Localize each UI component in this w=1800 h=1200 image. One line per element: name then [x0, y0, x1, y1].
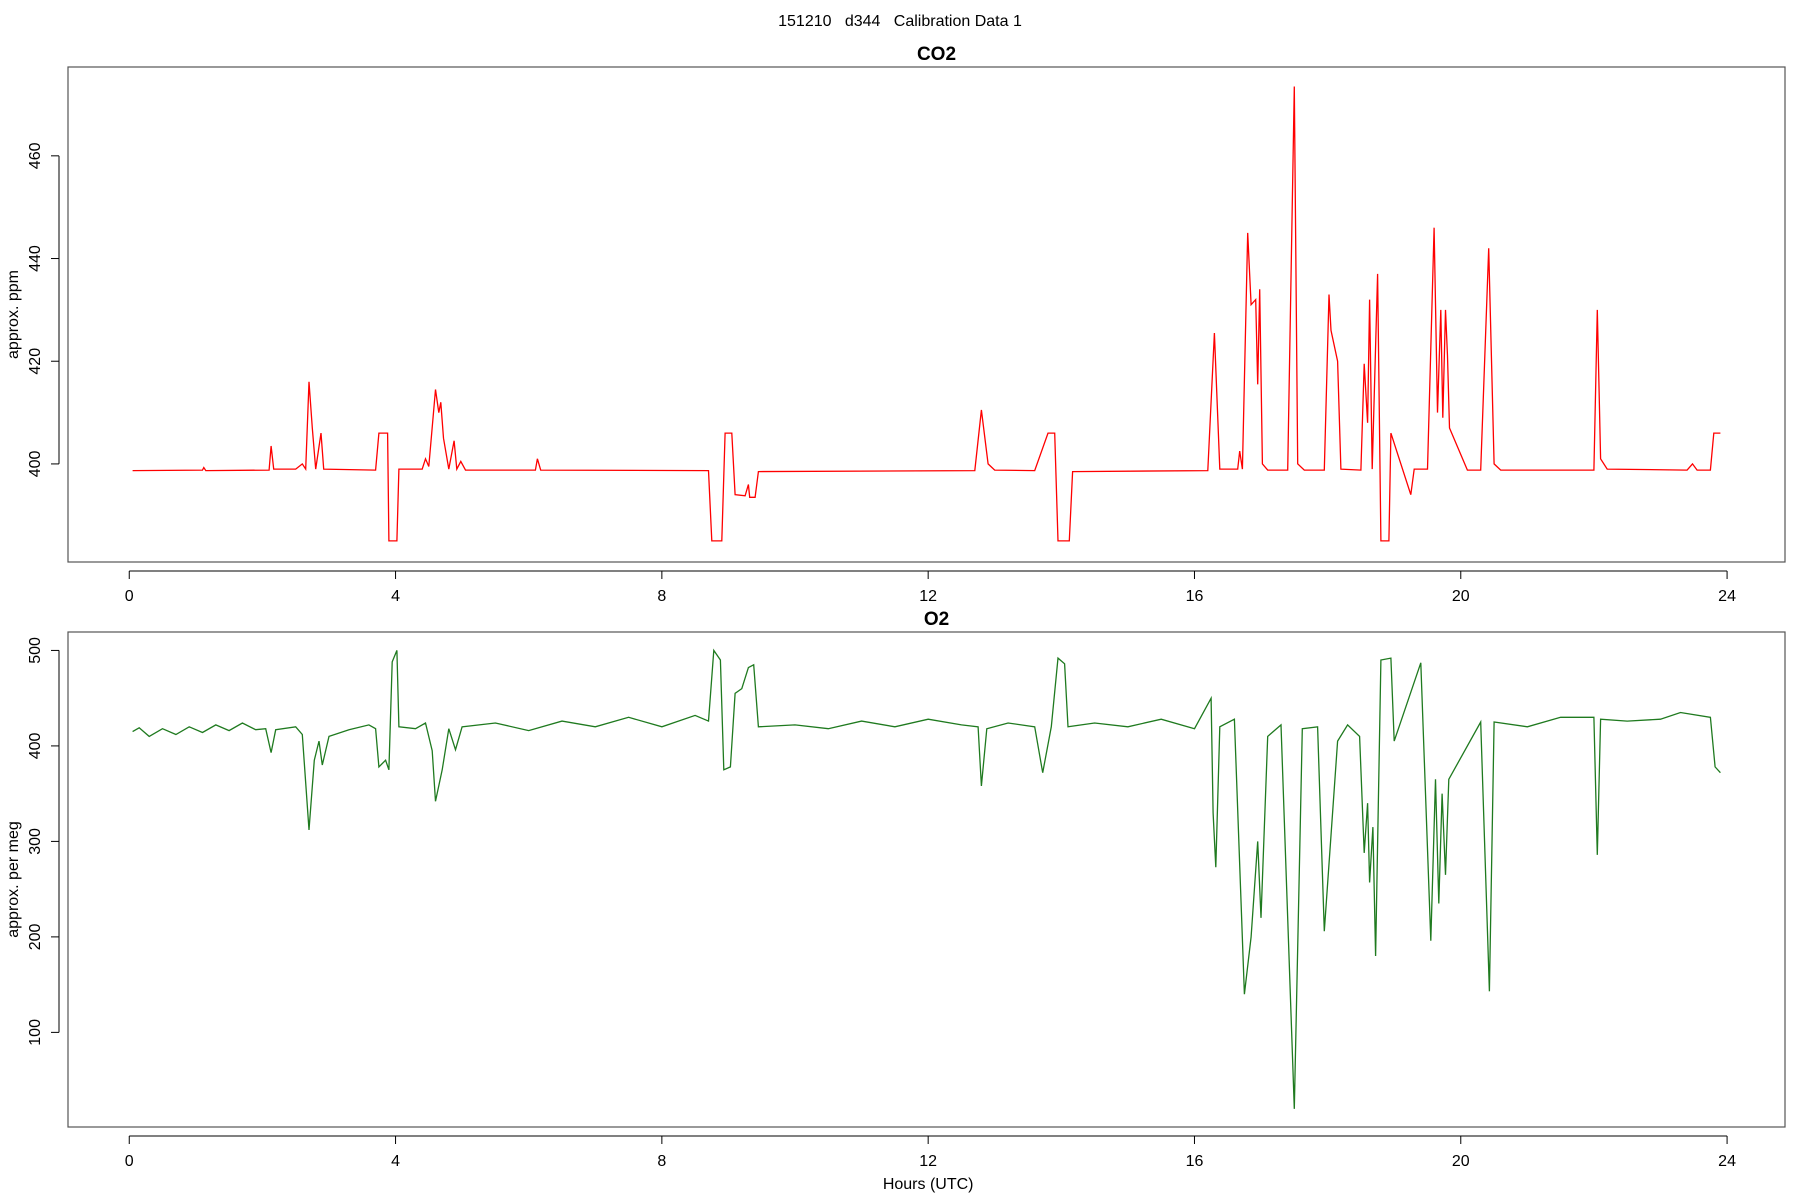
panel-title: CO2	[917, 44, 956, 65]
y-tick-label: 420	[27, 348, 44, 375]
y-tick-label: 500	[27, 637, 44, 664]
x-tick-label: 8	[657, 1153, 666, 1170]
x-axis-label: Hours (UTC)	[883, 1176, 974, 1193]
y-tick-label: 440	[27, 245, 44, 272]
figure-title: 151210 d344 Calibration Data 1	[778, 13, 1022, 30]
x-tick-label: 16	[1186, 1153, 1204, 1170]
plot-box	[67, 631, 1786, 1128]
y-tick-label: 460	[27, 142, 44, 169]
y-tick-label: 200	[27, 923, 44, 950]
x-tick-label: 12	[919, 588, 937, 605]
plot-box	[67, 66, 1786, 563]
y-tick-label: 400	[27, 732, 44, 759]
data-line	[132, 648, 1721, 1109]
y-tick-label: 300	[27, 828, 44, 855]
x-tick-label: 20	[1452, 1153, 1470, 1170]
y-tick-label: 400	[27, 450, 44, 477]
x-tick-label: 4	[391, 588, 400, 605]
y-axis-label: approx. per meg	[5, 821, 22, 938]
panel-title: O2	[924, 609, 949, 630]
x-tick-label: 20	[1452, 588, 1470, 605]
x-tick-label: 4	[391, 1153, 400, 1170]
y-axis-label: approx. ppm	[5, 270, 22, 359]
x-tick-label: 24	[1718, 588, 1736, 605]
x-tick-label: 0	[125, 1153, 134, 1170]
x-tick-label: 24	[1718, 1153, 1736, 1170]
x-tick-label: 12	[919, 1153, 937, 1170]
x-tick-label: 0	[125, 588, 134, 605]
y-tick-label: 100	[27, 1019, 44, 1046]
x-tick-label: 16	[1186, 588, 1204, 605]
x-tick-label: 8	[657, 588, 666, 605]
data-line	[132, 86, 1721, 542]
